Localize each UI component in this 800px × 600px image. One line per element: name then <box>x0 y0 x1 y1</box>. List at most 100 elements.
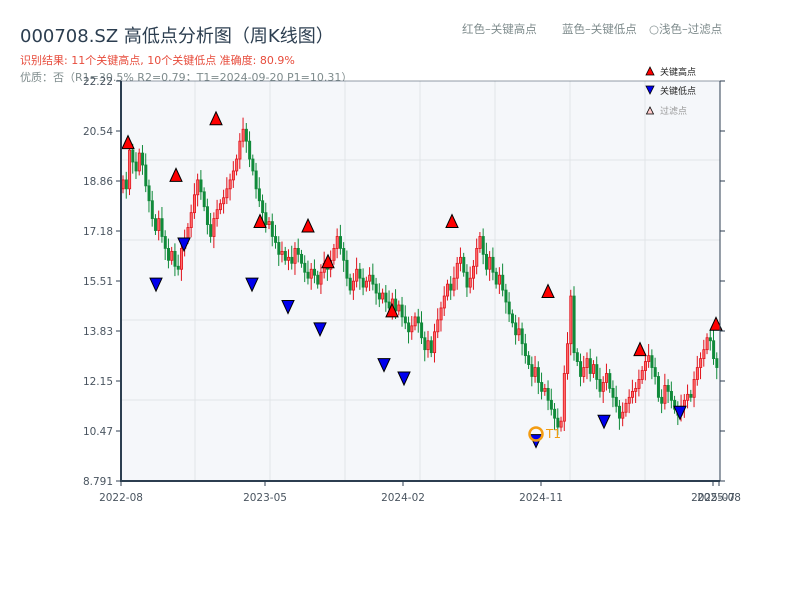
candle-down <box>712 340 716 360</box>
candle-down <box>523 343 527 357</box>
candle-down <box>669 390 673 401</box>
candle-up <box>702 349 706 360</box>
candle-up <box>562 373 566 422</box>
candle-down <box>510 313 514 324</box>
candle-down <box>202 191 206 208</box>
candle-up <box>663 385 667 404</box>
candle-down <box>173 250 177 267</box>
chart-title: 000708.SZ 高低点分析图（周K线图） <box>20 26 334 47</box>
candle-down <box>264 212 268 225</box>
candle-up <box>241 128 245 142</box>
candle-down <box>407 322 411 333</box>
candle-down <box>261 200 265 214</box>
y-tick-label: 17.18 <box>83 226 113 238</box>
candle-down <box>598 379 602 392</box>
candle-up <box>410 325 414 333</box>
candle-down <box>348 277 352 291</box>
key-low-marker-icon <box>281 300 295 315</box>
candle-up <box>569 295 573 345</box>
key-high-marker-icon <box>633 341 647 357</box>
candle-up <box>686 393 690 401</box>
candle-up <box>351 280 355 291</box>
candle-down <box>465 271 469 288</box>
key-high-marker-icon <box>321 253 335 269</box>
candle-down <box>540 382 544 392</box>
candle-up <box>640 370 644 380</box>
candle-down <box>484 253 488 270</box>
candle-down <box>462 256 466 273</box>
candle-down <box>572 295 576 354</box>
candle-up <box>170 250 174 261</box>
candle-up <box>212 218 216 237</box>
candle-down <box>150 200 154 220</box>
candle-up <box>682 399 686 407</box>
candle-up <box>128 149 132 190</box>
candle-up <box>192 194 196 214</box>
candle-down <box>491 256 495 273</box>
candle-up <box>413 316 417 327</box>
candle-up <box>368 274 372 282</box>
candle-down <box>416 316 420 324</box>
candle-up <box>624 402 628 413</box>
candle-up <box>705 337 709 351</box>
candle-down <box>507 301 511 315</box>
y-tick-label: 20.54 <box>83 126 113 138</box>
candle-up <box>235 158 239 172</box>
candle-up <box>238 140 242 160</box>
t1-label: T1 <box>545 427 561 441</box>
candle-up <box>319 271 323 285</box>
candle-down <box>656 376 660 398</box>
candle-down <box>556 417 560 428</box>
candle-up <box>287 256 291 261</box>
candle-up <box>455 262 459 279</box>
candle-down <box>618 405 622 419</box>
candle-down <box>345 259 349 279</box>
candle-down <box>205 206 209 225</box>
candle-down <box>361 277 365 288</box>
candle-down <box>257 188 261 202</box>
axes: 22.22 20.54 18.86 17.18 15.51 13.83 12.15 10.47… <box>83 76 741 504</box>
y-tick-label: 13.83 <box>83 326 113 338</box>
candle-up <box>442 295 446 309</box>
candle-up <box>196 179 200 196</box>
key-low-marker-icon <box>597 414 611 430</box>
candle-down <box>673 399 677 410</box>
candle-down <box>449 283 453 291</box>
key-high-marker-icon <box>301 217 315 233</box>
candle-down <box>579 361 583 377</box>
candle-up <box>309 268 313 279</box>
key-low-marker-icon <box>377 358 391 373</box>
candle-up <box>215 209 219 220</box>
key-high-marker-icon <box>445 213 459 229</box>
key-high-marker-icon <box>385 302 399 318</box>
t1-ring-icon <box>528 426 544 442</box>
y-tick-label: 10.47 <box>83 426 113 438</box>
candle-up <box>566 343 570 374</box>
candle-up <box>605 373 609 383</box>
candle-down <box>134 161 138 172</box>
key-low-marker-icon <box>313 322 327 338</box>
candle-up <box>559 420 563 428</box>
candle-down <box>530 364 534 377</box>
key-high-marker-icon <box>709 316 723 331</box>
candle-up <box>543 387 547 392</box>
candle-down <box>650 355 654 368</box>
candle-down <box>387 301 391 309</box>
candle-up <box>488 256 492 270</box>
candle-down <box>167 247 171 261</box>
candle-down <box>300 253 304 264</box>
candle-down <box>527 355 531 365</box>
candle-up <box>426 340 430 351</box>
key-high-marker-icon <box>209 110 223 126</box>
candle-up <box>137 152 141 172</box>
candle-down <box>611 387 615 398</box>
candle-up <box>180 247 184 270</box>
candle-down <box>481 236 485 255</box>
legend-text-blue: 蓝色–关键低点 <box>562 22 637 36</box>
candle-up <box>332 247 336 261</box>
candle-down <box>588 358 592 374</box>
candle-down <box>277 242 281 255</box>
x-tick-label: 2024-11 <box>519 492 563 504</box>
legend-text-red: 红色–关键高点 <box>462 22 537 36</box>
